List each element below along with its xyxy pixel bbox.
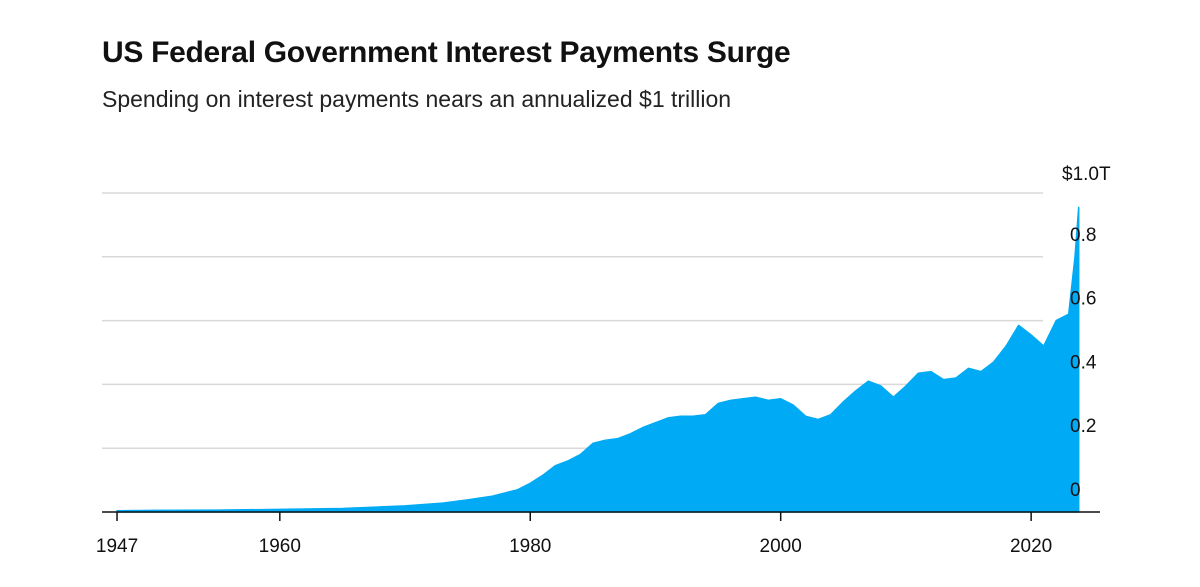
- y-tick-label-1: 0.2: [1070, 416, 1096, 437]
- y-tick-label-0: 0: [1070, 480, 1081, 501]
- axis-layer: [102, 511, 1100, 521]
- interest-payments-area: [116, 206, 1080, 513]
- chart-subtitle: Spending on interest payments nears an a…: [102, 86, 732, 112]
- x-tick-label-1947: 1947: [96, 536, 138, 557]
- x-tick-label-2020: 2020: [1010, 536, 1052, 557]
- y-tick-label-2: 0.4: [1070, 352, 1097, 373]
- area-layer: [116, 206, 1080, 513]
- y-tick-label-3: 0.6: [1070, 289, 1096, 310]
- y-tick-label-5: $1.0T: [1062, 164, 1111, 185]
- grid-layer: [102, 192, 1043, 449]
- y-tick-label-4: 0.8: [1070, 225, 1096, 246]
- x-tick-label-1960: 1960: [259, 536, 301, 557]
- label-layer: 1947 1960 1980 2000 2020 0 0.2 0.4 0.6 0.8 $1.0T: [96, 164, 1111, 557]
- x-tick-label-1980: 1980: [509, 536, 551, 557]
- x-tick-label-2000: 2000: [760, 536, 802, 557]
- chart-title: US Federal Government Interest Payments …: [102, 36, 791, 69]
